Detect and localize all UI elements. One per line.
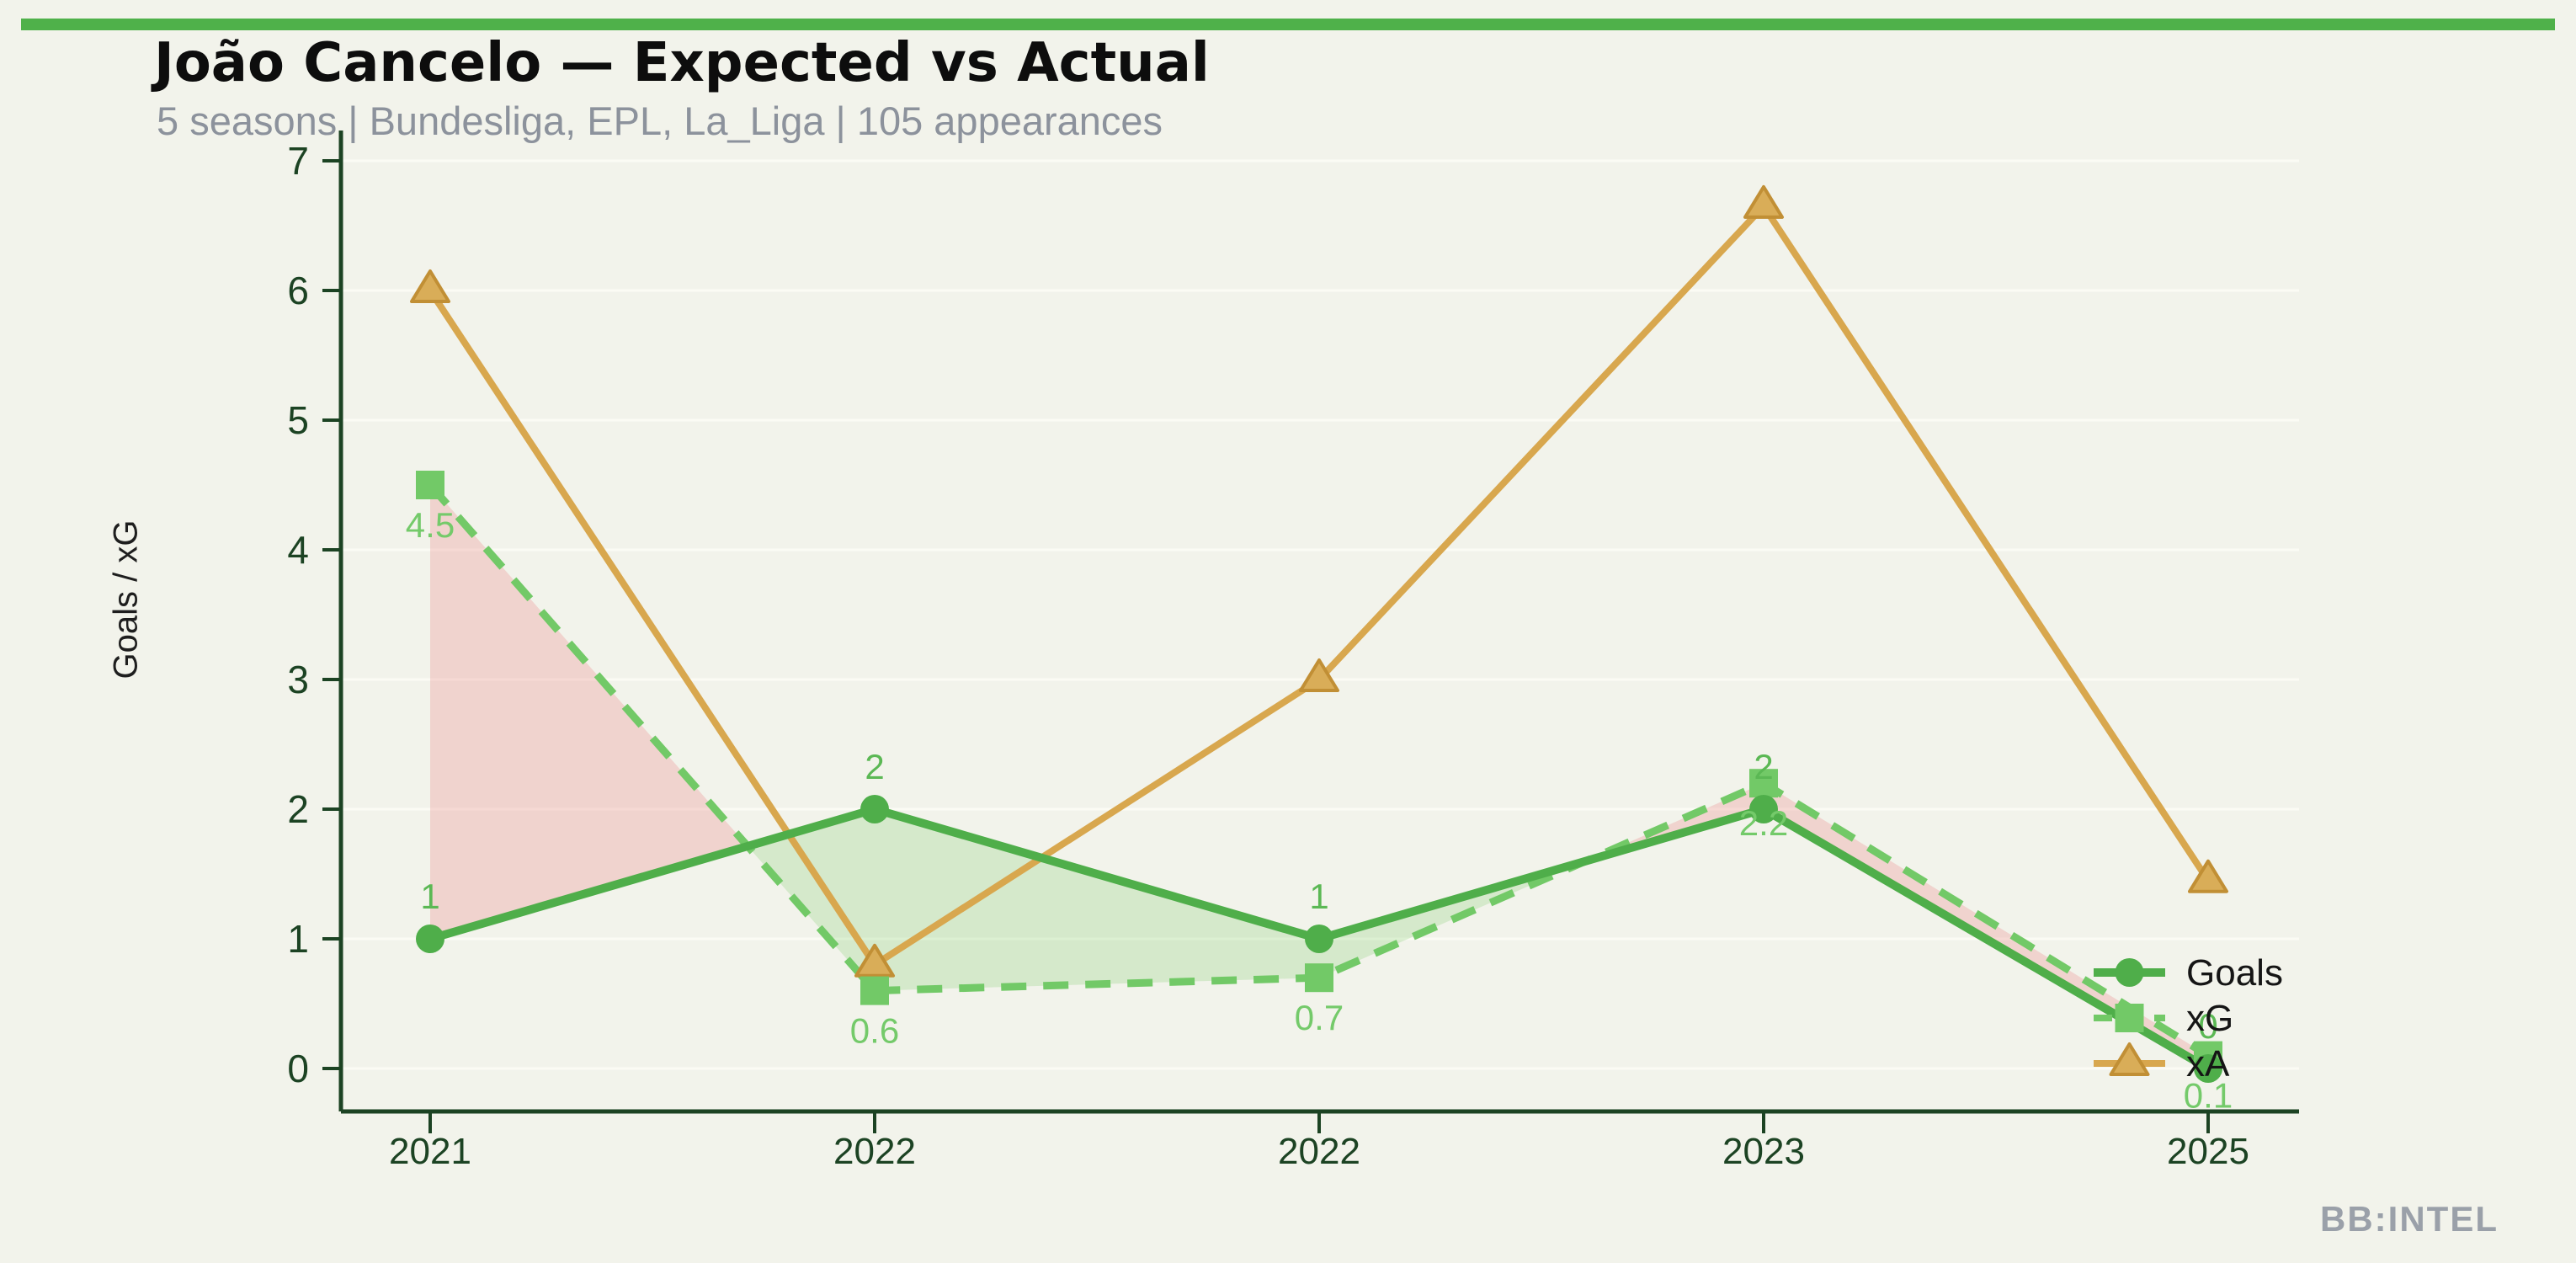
x-tick-label: 2021 [389,1131,471,1172]
y-tick-label: 4 [287,528,309,572]
overperformance-fill [875,809,1319,991]
y-tick-label: 1 [287,917,309,961]
xg-marker [1749,769,1778,798]
goals-marker [1749,795,1778,823]
goals-point-label: 0 [2198,1006,2217,1046]
x-tick-label: 2023 [1722,1131,1805,1172]
xg-point-label: 0.6 [850,1011,899,1051]
xa-marker [1743,184,1784,219]
xg-point-label: 0.1 [2184,1076,2233,1116]
y-tick-label: 5 [287,398,309,442]
goals-marker [416,925,444,953]
xg-point-label: 4.5 [406,505,455,545]
xa-marker [410,269,450,303]
goals-marker [2115,958,2144,987]
goals-marker [1305,925,1333,953]
overperformance-fill [748,809,875,991]
page-subtitle: 5 seasons | Bundesliga, EPL, La_Liga | 1… [157,99,1163,143]
xg-point-label: 2.2 [1739,803,1788,843]
goals-marker [860,795,889,823]
legend-label-xg: xG [2186,998,2233,1039]
xa-marker [2188,859,2228,893]
x-tick-label: 2022 [833,1131,916,1172]
xg-marker [416,471,444,499]
xa-marker [2109,1042,2150,1076]
goals-point-label: 2 [865,747,884,786]
xa-marker [1299,658,1339,692]
legend-label-goals: Goals [2186,952,2283,994]
underperformance-fill [1585,783,1764,861]
y-tick-label: 3 [287,658,309,701]
underperformance-fill [430,485,748,939]
x-tick-label: 2022 [1278,1131,1360,1172]
y-tick-label: 6 [287,269,309,312]
y-tick-label: 7 [287,139,309,183]
legend-label-xa: xA [2186,1043,2230,1084]
goals-point-label: 1 [1309,877,1328,916]
xg-marker [1305,963,1333,993]
xg-point-label: 0.7 [1295,998,1344,1037]
x-tick-label: 2025 [2167,1131,2249,1172]
y-tick-label: 2 [287,787,309,831]
goals-marker [2194,1054,2222,1083]
y-tick-label: 0 [287,1047,309,1090]
brand-top-bar [21,19,2555,30]
goals-point-label: 1 [420,877,439,916]
xa-marker [854,943,895,978]
goals-point-label: 2 [1754,747,1773,786]
brand-watermark: BB:INTEL [2320,1199,2499,1239]
page-title: João Cancelo — Expected vs Actual [154,32,1210,94]
xg-marker [2115,1004,2144,1032]
xg-marker [860,976,889,1005]
